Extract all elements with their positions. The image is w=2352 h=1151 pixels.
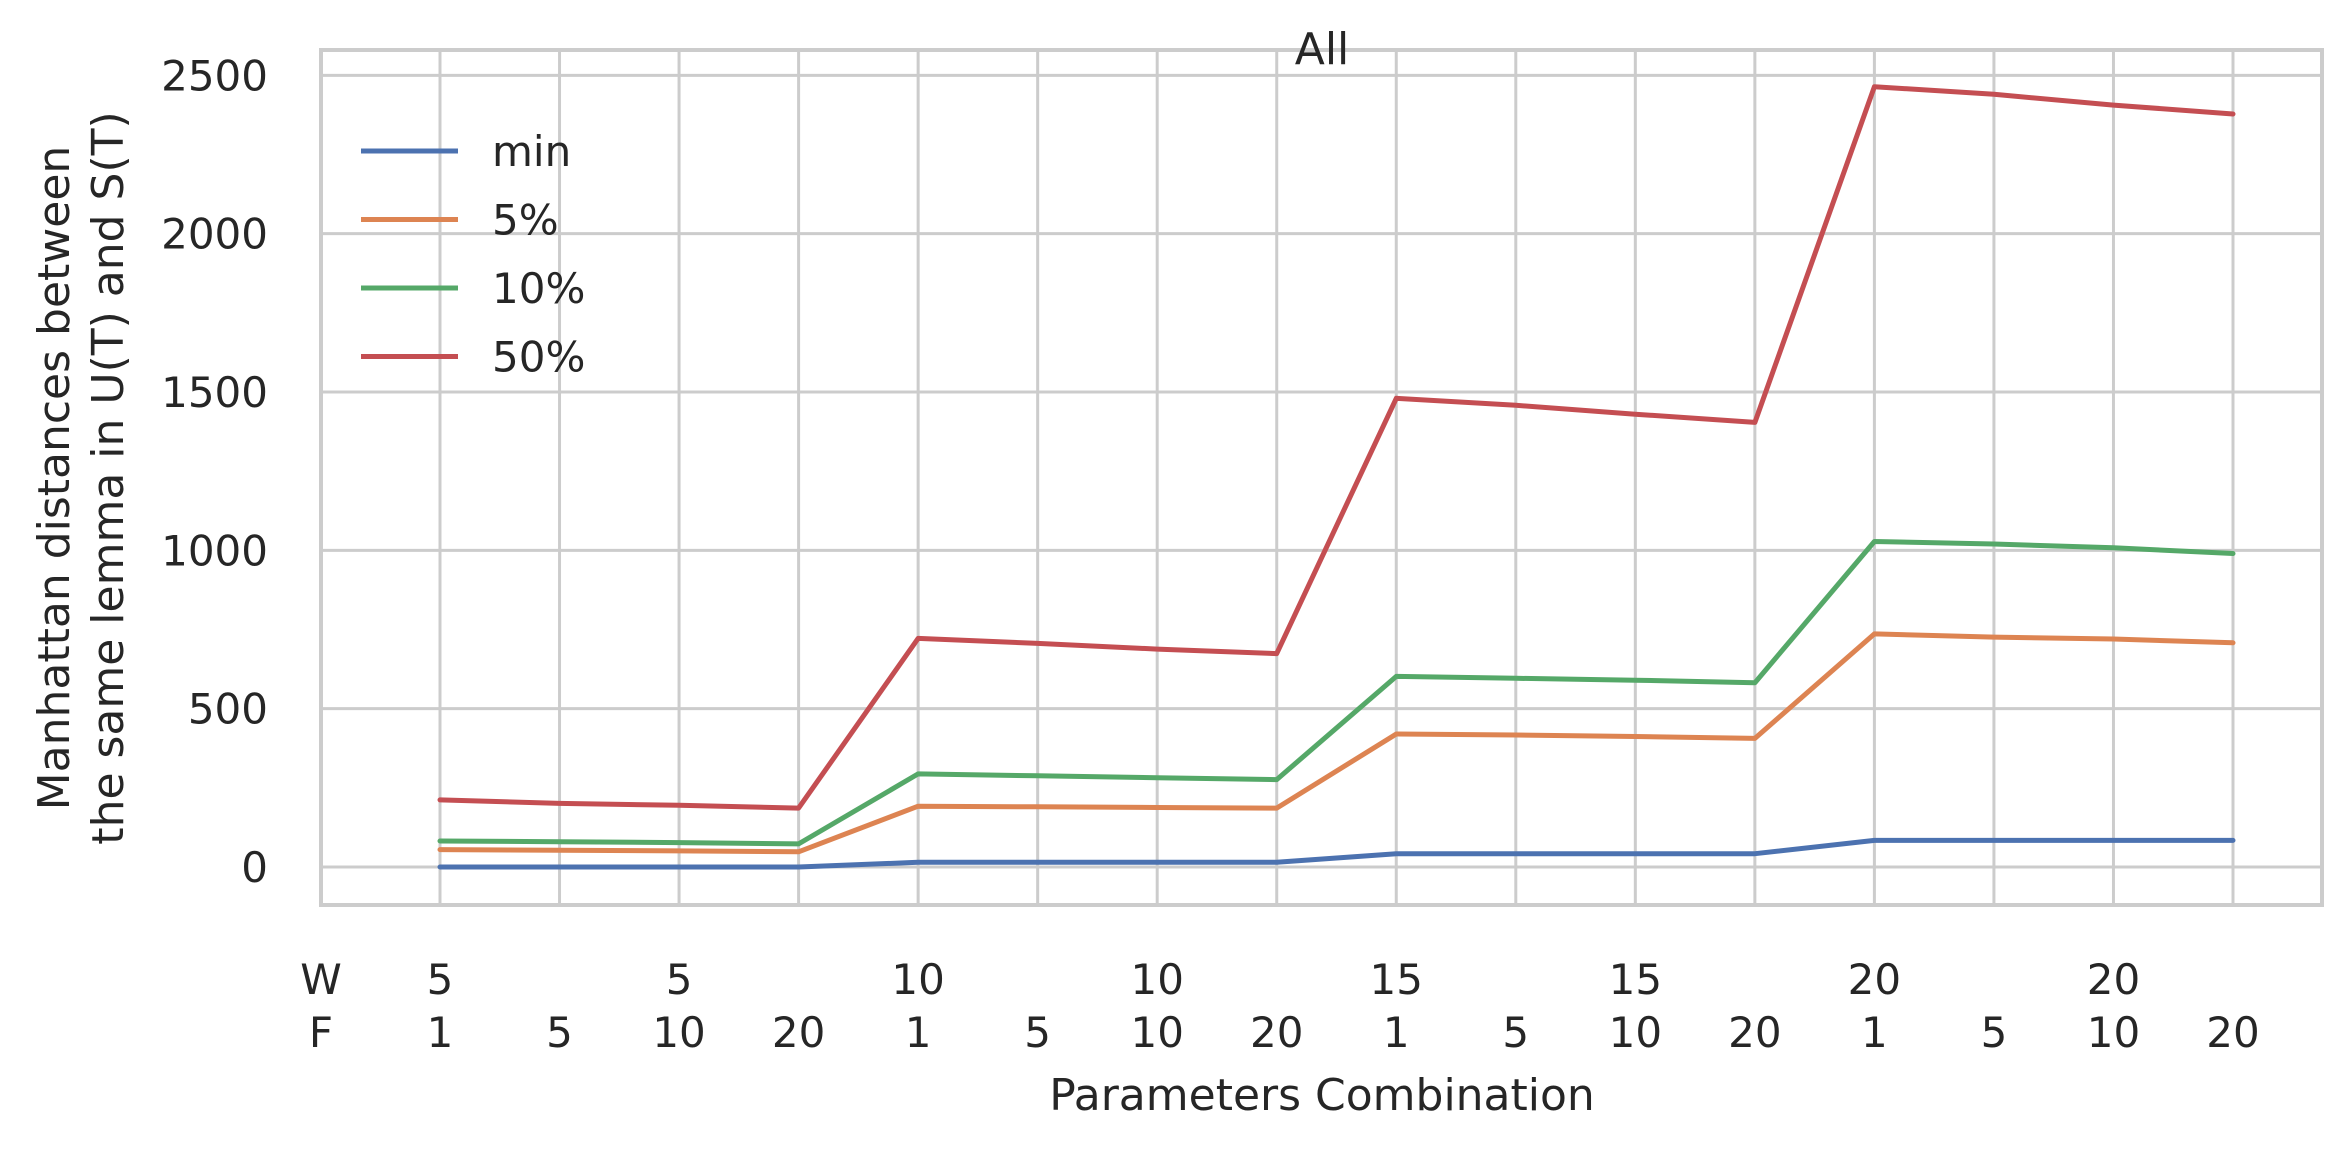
x-tick-label-f: 5 [1024,1008,1051,1057]
series-line-10% [437,539,2236,847]
x-tick-label-f: 1 [1861,1008,1888,1057]
y-tick-label: 500 [188,685,268,734]
series-line-50% [437,84,2236,811]
x-tick-label-f: 1 [905,1008,932,1057]
x-tick-label-w: 15 [1370,955,1423,1004]
y-axis-label-line-2: the same lemma in U(T) and S(T) [83,111,134,844]
x-tick-label-f: 10 [1609,1008,1662,1057]
x-tick-label-f: 10 [2087,1008,2140,1057]
x-row-label-f: F [309,1008,333,1057]
x-tick-label-f: 10 [652,1008,705,1057]
plot-frame [319,48,2324,907]
x-tick-label-f: 5 [1502,1008,1529,1057]
x-tick-label-w: 10 [891,955,944,1004]
x-tick-label-w: 5 [666,955,693,1004]
x-tick-label-f: 1 [427,1008,454,1057]
x-tick-label-w: 20 [1848,955,1901,1004]
series-line-5% [437,631,2236,855]
x-tick-label-f: 5 [1981,1008,2008,1057]
x-tick-label-f: 20 [1728,1008,1781,1057]
y-tick-label: 0 [241,843,268,892]
y-tick-label: 2000 [161,210,268,259]
y-tick-label: 1000 [161,526,268,575]
series-line-min [437,837,2236,870]
legend-label: min [492,127,571,176]
x-tick-label-w: 20 [2087,955,2140,1004]
chart-title: All [1295,24,1350,75]
x-row-label-w: W [300,955,342,1004]
legend: min 5% 10% 50% [361,127,585,382]
y-tick-label: 2500 [161,51,268,100]
x-tick-label-f: 20 [772,1008,825,1057]
y-axis-label-line-1: Manhattan distances between [29,146,80,811]
x-tick-label-f: 20 [2206,1008,2259,1057]
x-tick-label-w: 10 [1130,955,1183,1004]
x-tick-label-f: 20 [1250,1008,1303,1057]
y-tick-label: 1500 [161,368,268,417]
x-tick-label-f: 5 [546,1008,573,1057]
x-tick-label-w: 5 [427,955,454,1004]
x-tick-label-f: 1 [1383,1008,1410,1057]
x-tick-label-w: 15 [1609,955,1662,1004]
legend-label: 5% [492,196,559,245]
grid-lines [321,50,2322,905]
x-tick-label-f: 10 [1130,1008,1183,1057]
legend-label: 10% [492,264,585,313]
legend-label: 50% [492,333,585,382]
x-axis-label: Parameters Combination [1049,1070,1595,1121]
y-tick-labels: 0 500 1000 1500 2000 2500 [161,51,268,892]
series-lines [437,84,2236,870]
